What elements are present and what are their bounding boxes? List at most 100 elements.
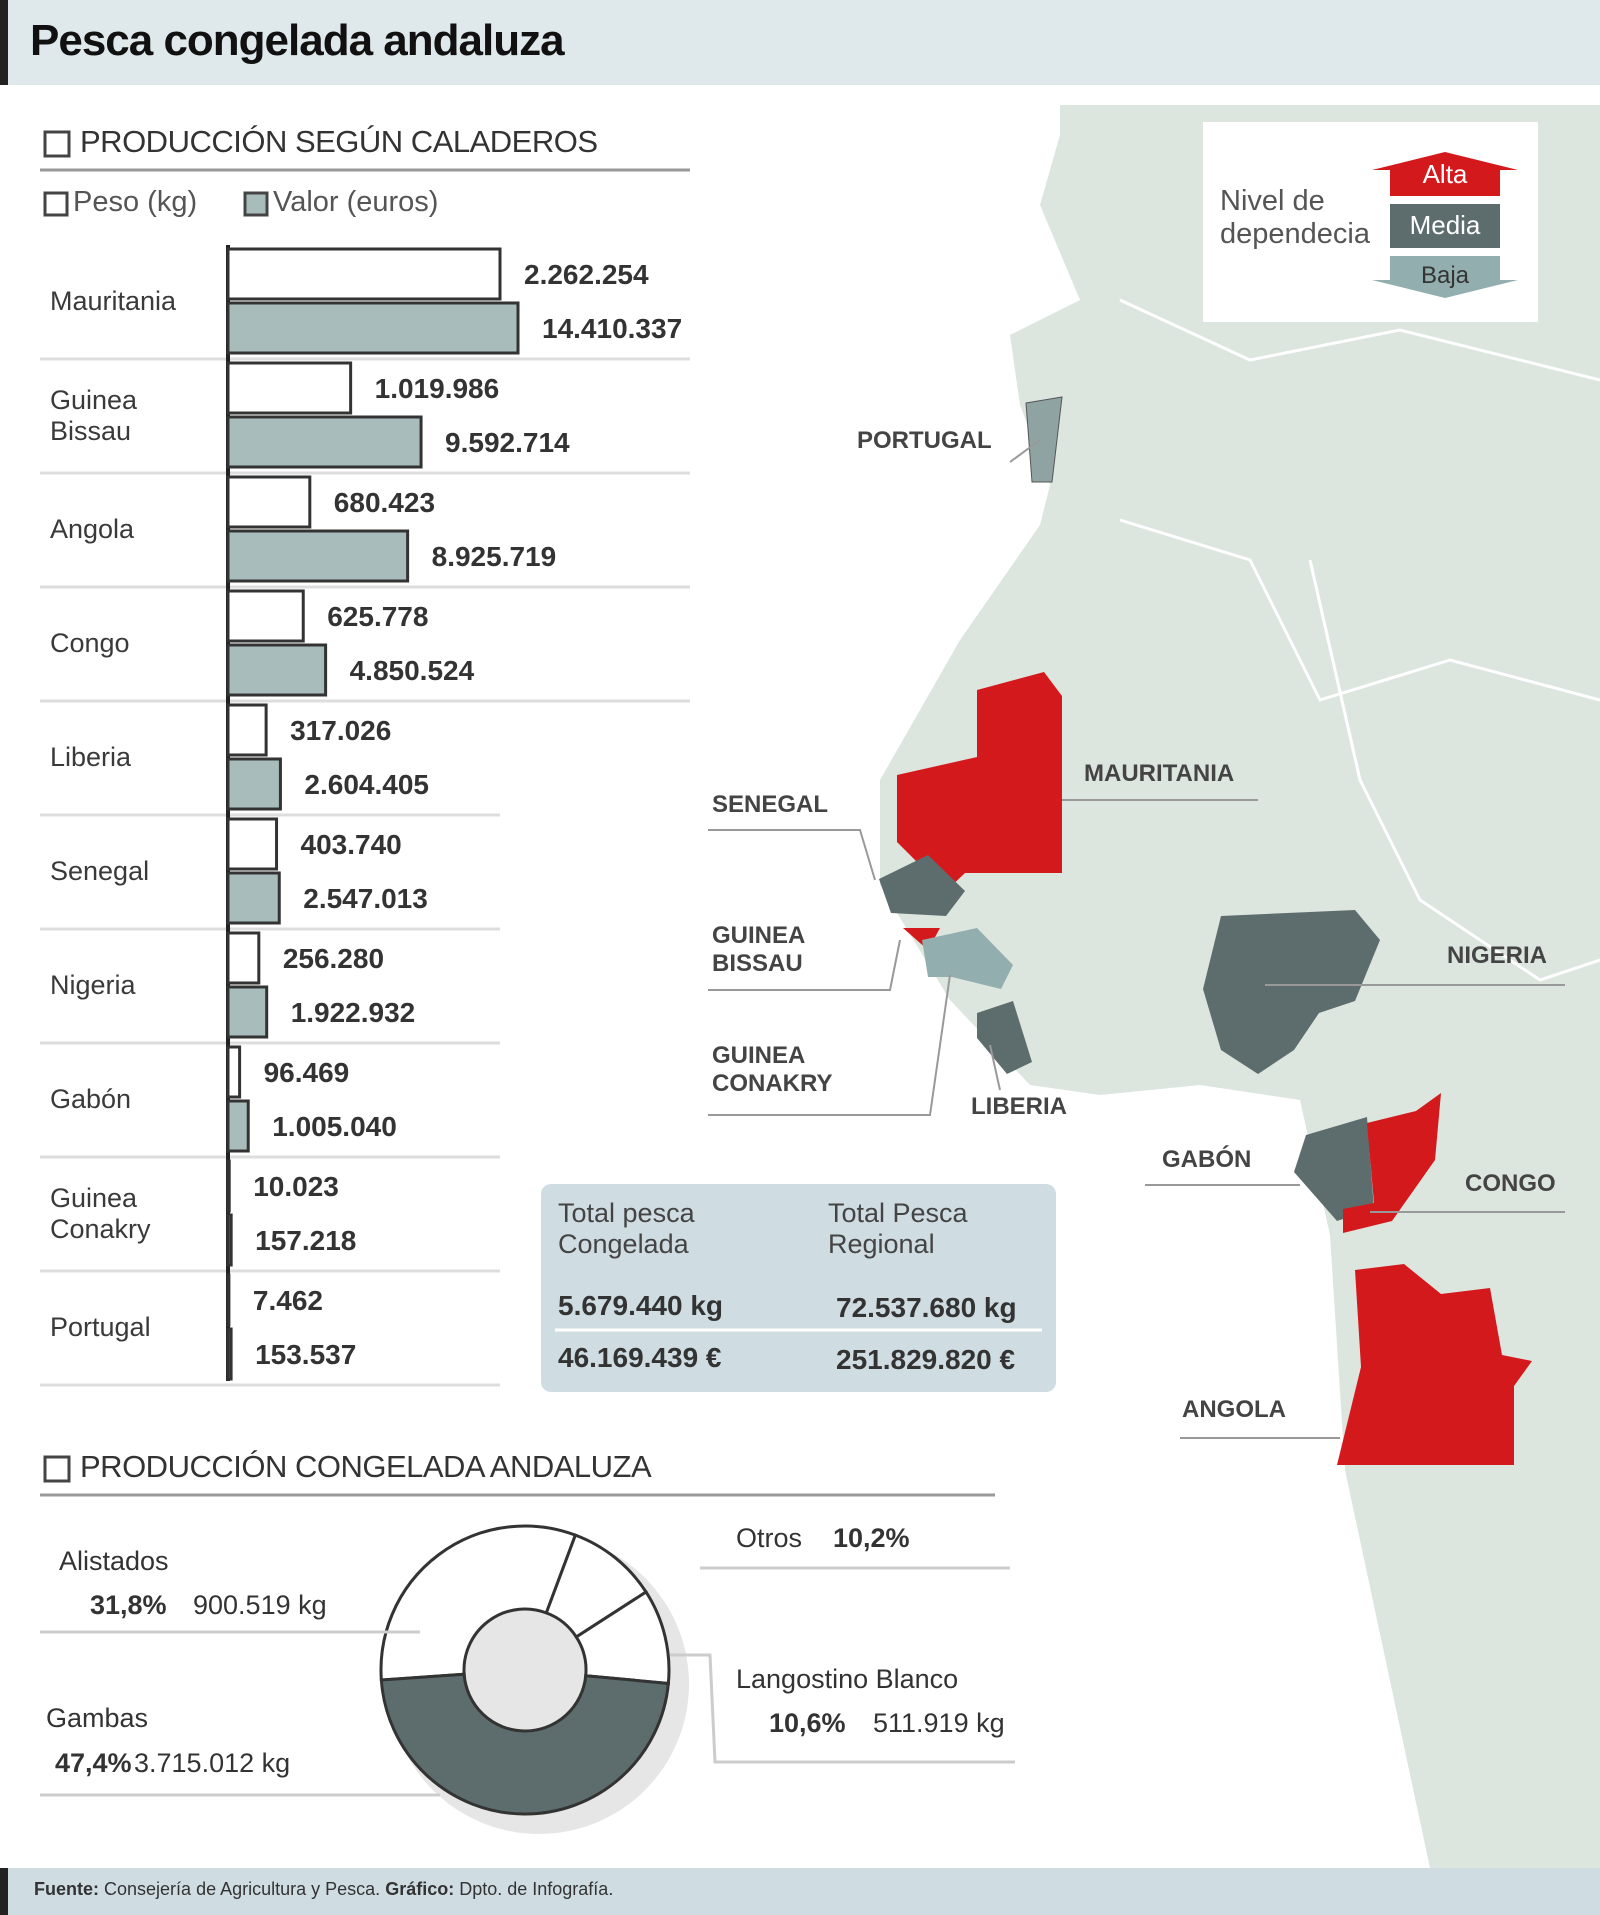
- category-label: Gabón: [50, 1084, 132, 1115]
- bar: [226, 817, 279, 871]
- country-label: PORTUGAL: [857, 427, 992, 454]
- value-label: 31,8%: [90, 1590, 167, 1620]
- category-label: Portugal: [50, 1312, 151, 1343]
- value-label: 1.019.986: [375, 373, 500, 404]
- totals-header: Total Pesca Regional: [828, 1198, 968, 1260]
- country-label: ANGOLA: [1182, 1396, 1286, 1423]
- country-senegal: [879, 855, 965, 916]
- bar: [226, 703, 268, 757]
- value-label: 1.005.040: [272, 1111, 397, 1142]
- legend-label: Peso (kg): [73, 186, 198, 218]
- title-bar: [0, 0, 1600, 85]
- weight-label: 3.715.012 kg: [134, 1748, 291, 1778]
- bar: [226, 475, 312, 529]
- legend-alta: [1372, 152, 1518, 196]
- bar: [226, 1213, 233, 1267]
- bar: [226, 871, 281, 925]
- legend-label: Alta: [1422, 159, 1468, 189]
- value-label: 153.537: [255, 1339, 356, 1370]
- donut-segment: [379, 1672, 671, 1816]
- category-label: Gambas: [46, 1703, 149, 1733]
- country-label: NIGERIA: [1447, 942, 1548, 969]
- leader-line: [670, 1653, 1015, 1764]
- category-label: Langostino Blanco: [736, 1664, 959, 1694]
- legend-baja: [1372, 256, 1518, 298]
- value-label: 256.280: [283, 943, 384, 974]
- leader-lines: [708, 439, 1565, 1439]
- legend-media: [1390, 204, 1500, 248]
- bar: [226, 1159, 231, 1213]
- value-label: 2.262.254: [524, 259, 649, 290]
- map-border: [1308, 559, 1600, 982]
- section-marker: [43, 1455, 71, 1483]
- bar: [226, 931, 261, 985]
- section-marker: [43, 130, 71, 158]
- category-label: Guinea Bissau: [50, 384, 138, 446]
- title: Pesca congelada andaluza: [30, 16, 565, 65]
- totals-value: 5.679.440 kg: [558, 1290, 724, 1321]
- country-mauritania: [897, 672, 1062, 891]
- bar: [226, 1099, 250, 1153]
- country-label: GUINEA CONAKRY: [712, 1042, 833, 1097]
- bar: [226, 529, 410, 583]
- bar: [226, 415, 423, 469]
- country-gabon: [1294, 1117, 1374, 1221]
- category-label: Mauritania: [50, 286, 177, 317]
- value-label: 680.423: [334, 487, 435, 518]
- value-label: 4.850.524: [350, 655, 475, 686]
- value-label: 625.778: [327, 601, 428, 632]
- bar: [226, 589, 305, 643]
- footer-text: Consejería de Agricultura y Pesca.: [104, 1879, 381, 1899]
- country-portugal: [1025, 396, 1063, 483]
- totals-value: 251.829.820 €: [836, 1344, 1016, 1375]
- category-label: Liberia: [50, 742, 132, 773]
- country-label: GUINEA BISSAU: [712, 922, 805, 977]
- country-label: GABÓN: [1162, 1146, 1252, 1173]
- value-label: 403.740: [301, 829, 402, 860]
- category-label: Nigeria: [50, 970, 136, 1001]
- title-strip: [0, 0, 8, 85]
- country-liberia: [977, 1001, 1032, 1074]
- value-label: 157.218: [255, 1225, 356, 1256]
- country-guinea-conakry: [922, 928, 1013, 989]
- bar: [226, 247, 502, 301]
- value-label: 10,2%: [833, 1523, 910, 1553]
- map-legend-title: Nivel de dependecia: [1220, 185, 1370, 251]
- value-label: 1.922.932: [291, 997, 416, 1028]
- value-label: 7.462: [253, 1285, 323, 1316]
- legend-label: Baja: [1420, 262, 1470, 289]
- value-label: 2.604.405: [304, 769, 429, 800]
- totals-header: Total pesca Congelada: [558, 1198, 695, 1260]
- country-label: SENEGAL: [712, 791, 829, 818]
- value-label: 14.410.337: [542, 313, 682, 344]
- country-label: CONGO: [1465, 1170, 1556, 1197]
- category-label: Alistados: [59, 1546, 169, 1576]
- map-border: [1119, 298, 1600, 382]
- value-label: 10.023: [253, 1171, 339, 1202]
- weight-label: 900.519 kg: [193, 1590, 327, 1620]
- bar-chart-title: PRODUCCIÓN SEGÚN CALADEROS: [80, 124, 598, 159]
- totals-value: 72.537.680 kg: [836, 1292, 1017, 1323]
- category-label: Angola: [50, 514, 135, 545]
- bar: [226, 1327, 233, 1381]
- country-nigeria: [1203, 910, 1380, 1074]
- bar: [226, 643, 328, 697]
- category-label: Congo: [50, 628, 130, 659]
- map-border: [1119, 518, 1600, 702]
- footer-bar: [0, 1868, 1600, 1915]
- value-label: 317.026: [290, 715, 391, 746]
- bar: [226, 985, 269, 1039]
- value-label: 9.592.714: [445, 427, 570, 458]
- country-congo: [1343, 1093, 1441, 1233]
- footer-strip: [0, 1868, 8, 1915]
- legend-label: Valor (euros): [273, 186, 439, 218]
- totals-box: [541, 1184, 1056, 1392]
- country-angola: [1337, 1264, 1532, 1465]
- legend-label: Media: [1409, 210, 1481, 240]
- totals-value: 46.169.439 €: [558, 1342, 722, 1373]
- country-label: LIBERIA: [971, 1093, 1067, 1120]
- bar: [226, 301, 520, 355]
- footer-text: Dpto. de Infografía.: [459, 1879, 614, 1899]
- category-label: Otros: [736, 1523, 803, 1553]
